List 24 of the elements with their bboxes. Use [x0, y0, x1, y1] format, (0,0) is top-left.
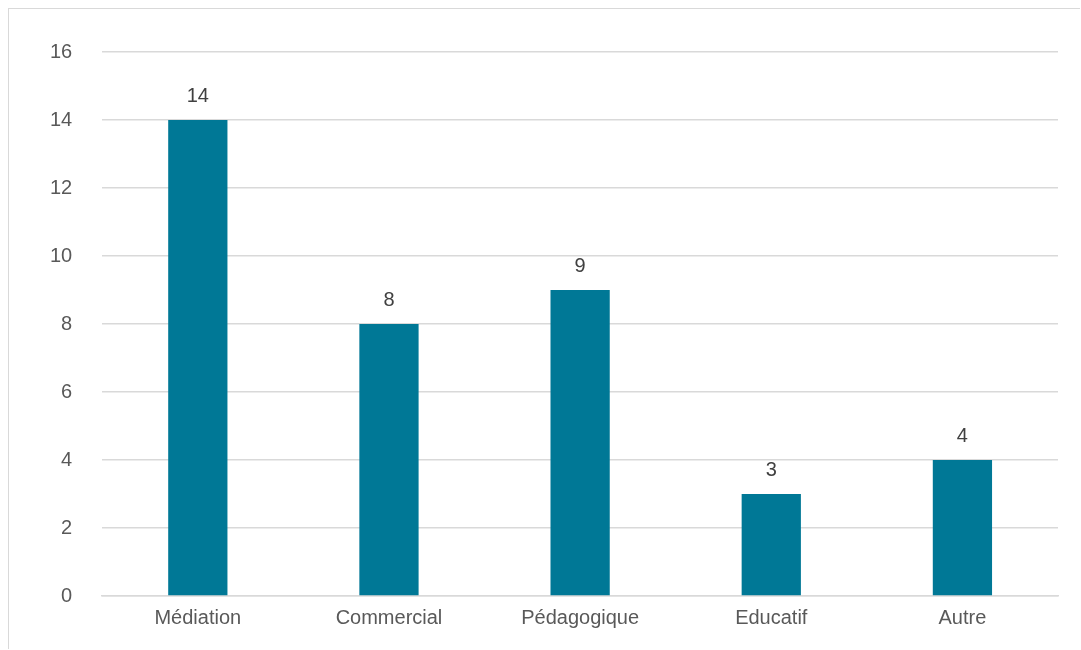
- y-tick-label: 4: [61, 447, 73, 470]
- x-tick-label: Pédagogique: [521, 605, 640, 628]
- y-tick-label: 8: [61, 311, 73, 334]
- bar: [932, 460, 993, 596]
- bar: [359, 324, 419, 596]
- y-tick-label: 14: [50, 107, 73, 130]
- data-label: 3: [765, 457, 777, 480]
- y-tick-label: 0: [61, 583, 73, 606]
- y-tick-label: 2: [61, 515, 73, 538]
- y-tick-label: 10: [50, 243, 73, 266]
- data-label: 14: [186, 83, 209, 106]
- data-label: 4: [956, 423, 968, 446]
- y-tick-label: 6: [61, 379, 73, 402]
- bar: [168, 120, 228, 596]
- x-tick-label: Educatif: [735, 605, 808, 628]
- data-label: 8: [383, 287, 395, 310]
- x-tick-label: Médiation: [154, 605, 242, 628]
- x-tick-label: Autre: [938, 605, 987, 628]
- x-tick-label: Commercial: [335, 605, 443, 628]
- y-tick-label: 12: [50, 175, 73, 198]
- bar: [741, 494, 801, 596]
- bar: [550, 290, 610, 596]
- y-tick-label: 16: [50, 39, 73, 62]
- data-label: 9: [574, 253, 586, 276]
